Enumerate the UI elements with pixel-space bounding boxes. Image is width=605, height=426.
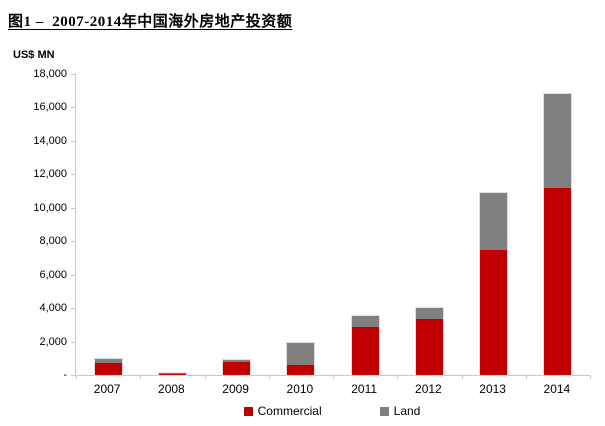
legend-item-commercial: Commercial: [243, 404, 322, 418]
x-tick-mark: [590, 375, 591, 379]
commercial-segment: [158, 374, 186, 375]
x-tick-mark: [140, 375, 142, 379]
x-tick-mark: [204, 375, 206, 379]
x-tick-mark: [333, 375, 334, 379]
y-tick-label: 2,000: [39, 335, 67, 348]
y-tick-mark: [71, 341, 75, 343]
y-tick-label: 12,000: [33, 168, 67, 181]
y-tick-mark: [71, 207, 75, 209]
legend-label-commercial: Commercial: [257, 404, 322, 418]
y-tick-mark: [71, 74, 75, 75]
bar-2013: [480, 192, 508, 375]
land-segment: [544, 94, 572, 188]
y-tick-mark: [71, 241, 75, 243]
y-tick-label: 6,000: [39, 268, 67, 281]
bar-2008: [158, 373, 186, 375]
commercial-segment: [415, 318, 443, 375]
y-tick-label: 18,000: [33, 68, 67, 80]
y-tick-label: 8,000: [39, 235, 67, 248]
commercial-swatch-icon: [243, 406, 253, 416]
y-tick-mark: [71, 274, 75, 276]
legend-label-land: Land: [393, 404, 421, 418]
y-tick-label: 16,000: [33, 101, 67, 114]
y-tick-label: -: [63, 369, 67, 381]
y-tick-label: 10,000: [33, 201, 67, 214]
land-segment: [287, 343, 315, 365]
land-segment: [415, 308, 443, 319]
land-segment: [351, 315, 379, 327]
figure-title: 图1 – 2007-2014年中国海外房地产投资额: [8, 14, 293, 30]
x-axis-label: 2013: [479, 382, 506, 396]
y-tick-mark: [71, 107, 75, 109]
legend: Commercial Land: [75, 404, 589, 418]
y-axis-tick-labels: - 2,000 4,000 6,000 8,000 10,000 12,000 14,000 1…: [0, 68, 67, 381]
y-tick-mark: [71, 375, 75, 376]
bar-2010: [287, 343, 315, 375]
x-axis-label: 2007: [93, 382, 121, 396]
x-axis-label: 2010: [286, 382, 314, 396]
bar-2012: [415, 308, 443, 375]
y-tick-label: 14,000: [33, 134, 67, 147]
x-tick-mark: [268, 375, 270, 379]
x-axis-label: 2009: [222, 382, 249, 396]
bar-2014: [544, 94, 572, 375]
bar-2007: [94, 359, 122, 375]
x-axis-label: 2014: [543, 382, 571, 396]
y-tick-label: 4,000: [39, 302, 67, 315]
y-tick-mark: [71, 308, 75, 310]
x-tick-mark: [461, 375, 463, 379]
land-segment: [223, 359, 251, 363]
commercial-segment: [351, 326, 379, 375]
x-axis-label: 2008: [158, 382, 185, 396]
x-axis-label: 2012: [415, 382, 442, 396]
commercial-segment: [480, 249, 508, 375]
commercial-segment: [544, 187, 572, 375]
land-segment: [158, 373, 186, 375]
y-tick-mark: [71, 140, 75, 142]
commercial-segment: [287, 364, 315, 375]
y-tick-mark: [71, 174, 75, 176]
land-swatch-icon: [379, 406, 389, 416]
x-tick-mark: [76, 375, 77, 379]
y-axis-unit-label: US$ MN: [13, 49, 55, 61]
bar-2009: [223, 359, 251, 375]
x-axis-labels: 2007 2008 2009 2010 2011 2012 2013 2014: [75, 382, 589, 396]
commercial-segment: [94, 363, 122, 375]
land-segment: [94, 359, 122, 364]
plot-area: [71, 74, 591, 379]
commercial-segment: [223, 362, 251, 375]
x-tick-mark: [525, 375, 527, 379]
land-segment: [480, 192, 508, 250]
legend-item-land: Land: [379, 404, 421, 418]
x-axis-label: 2011: [351, 382, 378, 396]
x-tick-mark: [397, 375, 399, 379]
bar-2011: [351, 315, 379, 375]
